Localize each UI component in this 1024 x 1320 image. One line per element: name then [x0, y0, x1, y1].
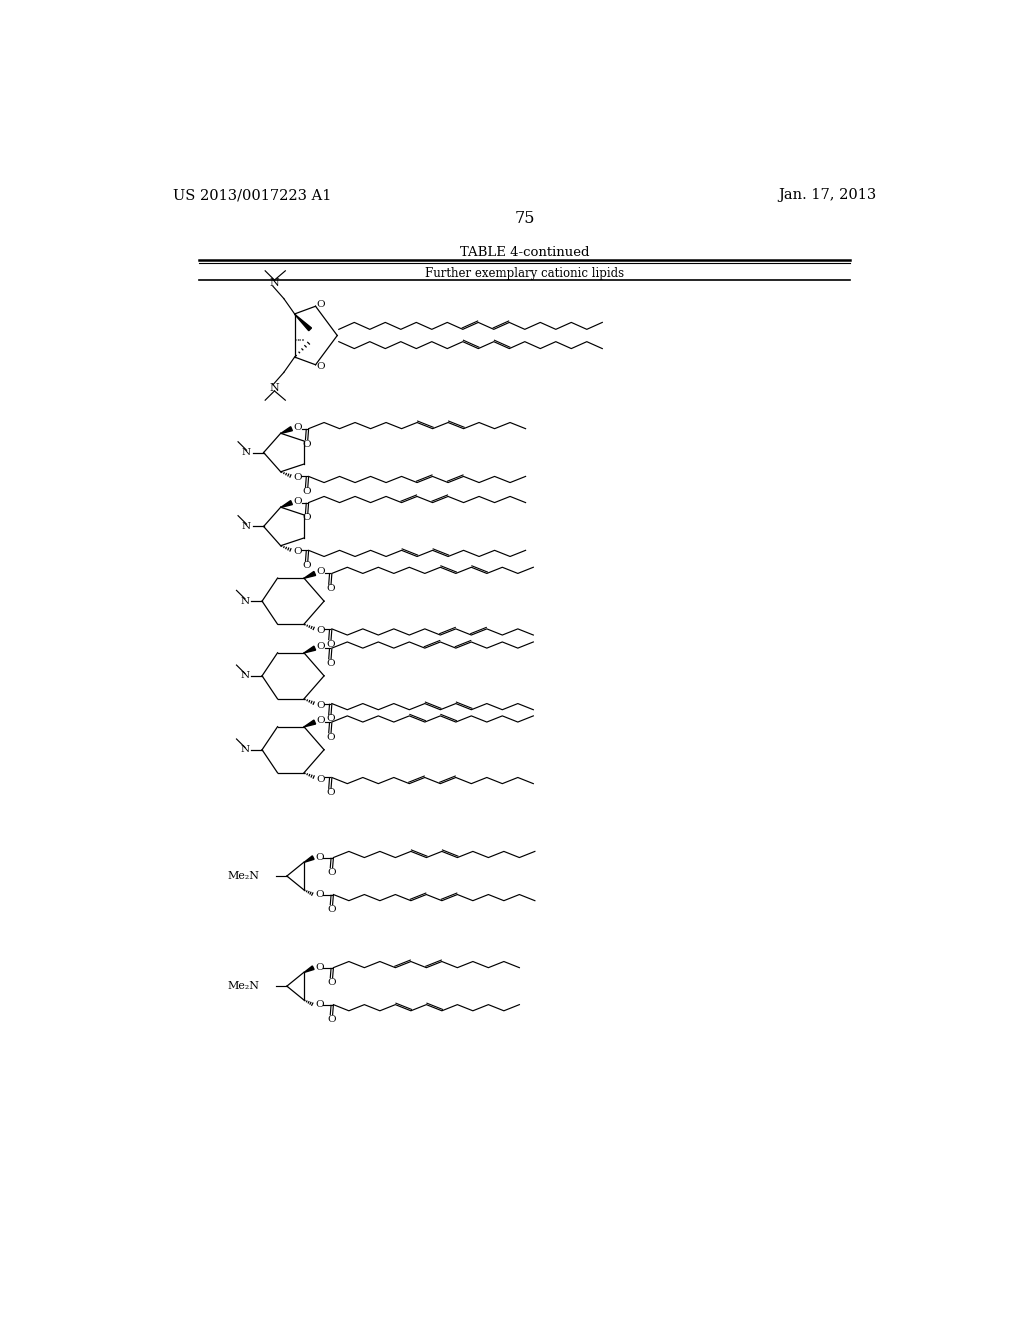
- Text: O: O: [326, 659, 335, 668]
- Text: O: O: [315, 890, 324, 899]
- Text: """: """: [295, 338, 305, 346]
- Polygon shape: [304, 966, 314, 973]
- Text: N: N: [269, 279, 280, 288]
- Text: N: N: [269, 383, 280, 393]
- Text: O: O: [303, 513, 311, 523]
- Polygon shape: [304, 645, 315, 653]
- Text: O: O: [316, 642, 326, 651]
- Text: Further exemplary cationic lipids: Further exemplary cationic lipids: [425, 268, 625, 280]
- Text: O: O: [326, 640, 335, 648]
- Text: O: O: [328, 1015, 336, 1024]
- Text: O: O: [316, 362, 326, 371]
- Text: O: O: [294, 422, 302, 432]
- Text: Jan. 17, 2013: Jan. 17, 2013: [778, 189, 877, 202]
- Text: O: O: [326, 714, 335, 723]
- Text: O: O: [326, 733, 335, 742]
- Polygon shape: [281, 426, 293, 433]
- Text: Me₂N: Me₂N: [227, 981, 259, 991]
- Text: TABLE 4-continued: TABLE 4-continued: [460, 246, 590, 259]
- Text: O: O: [316, 300, 326, 309]
- Text: O: O: [316, 626, 326, 635]
- Text: O: O: [315, 1001, 324, 1008]
- Text: Me₂N: Me₂N: [227, 871, 259, 880]
- Text: O: O: [303, 561, 311, 570]
- Text: O: O: [316, 701, 326, 710]
- Text: US 2013/0017223 A1: US 2013/0017223 A1: [173, 189, 332, 202]
- Text: O: O: [326, 585, 335, 593]
- Text: O: O: [294, 474, 302, 482]
- Text: N: N: [242, 447, 251, 457]
- Polygon shape: [304, 572, 315, 578]
- Text: O: O: [316, 775, 326, 784]
- Polygon shape: [304, 719, 315, 727]
- Text: O: O: [328, 904, 336, 913]
- Polygon shape: [281, 500, 293, 507]
- Text: O: O: [316, 715, 326, 725]
- Text: O: O: [326, 788, 335, 797]
- Text: O: O: [303, 487, 311, 496]
- Text: O: O: [315, 964, 324, 972]
- Text: O: O: [328, 978, 336, 987]
- Polygon shape: [295, 314, 311, 331]
- Text: O: O: [294, 548, 302, 556]
- Text: O: O: [316, 568, 326, 577]
- Text: N: N: [241, 597, 250, 606]
- Text: N: N: [242, 521, 251, 531]
- Text: O: O: [328, 867, 336, 876]
- Polygon shape: [304, 855, 314, 862]
- Text: O: O: [303, 440, 311, 449]
- Text: 75: 75: [514, 210, 536, 227]
- Text: N: N: [241, 746, 250, 754]
- Text: N: N: [241, 672, 250, 680]
- Text: O: O: [315, 853, 324, 862]
- Text: O: O: [294, 496, 302, 506]
